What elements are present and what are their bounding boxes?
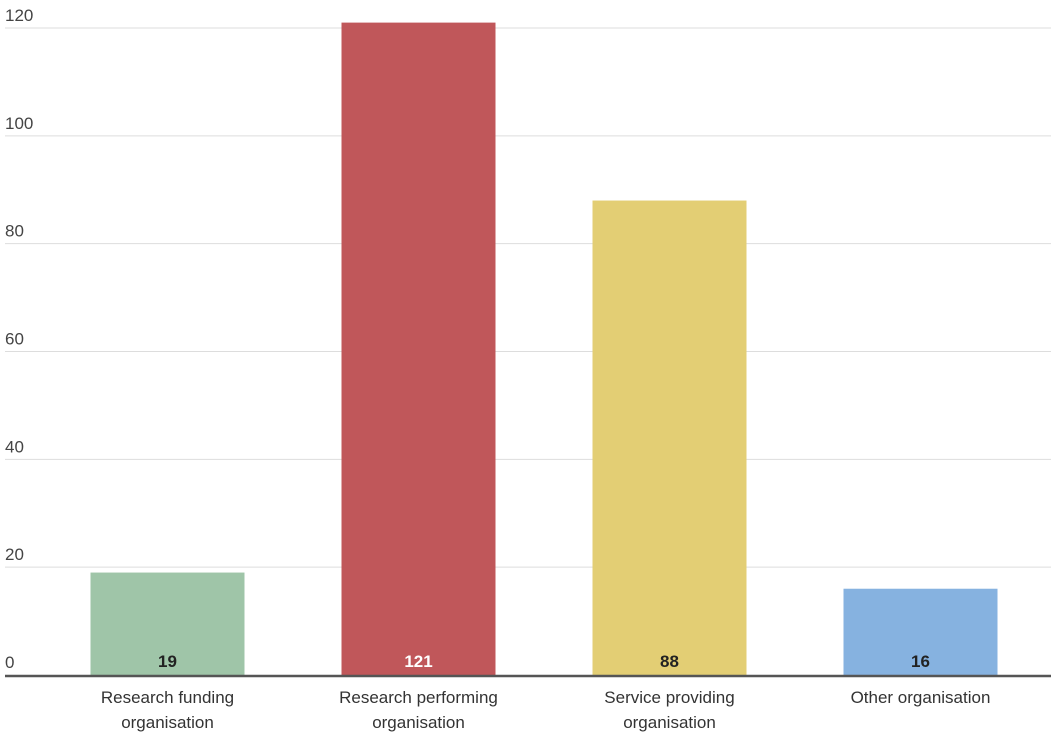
- data-label: 88: [660, 652, 679, 671]
- x-tick-label: Service providing: [604, 688, 734, 707]
- x-tick-label: organisation: [623, 713, 716, 732]
- bar: [90, 572, 245, 675]
- y-tick-label: 20: [5, 545, 24, 564]
- x-tick-label: Other organisation: [851, 688, 991, 707]
- data-label: 16: [911, 652, 930, 671]
- data-label: 19: [158, 652, 177, 671]
- y-tick-label: 40: [5, 437, 24, 456]
- x-tick-label: Research performing: [339, 688, 498, 707]
- y-tick-label: 80: [5, 222, 24, 241]
- x-tick-label: organisation: [372, 713, 465, 732]
- y-tick-label: 60: [5, 330, 24, 349]
- data-label: 121: [404, 652, 432, 671]
- y-tick-label: 120: [5, 6, 33, 25]
- y-tick-label: 100: [5, 114, 33, 133]
- x-tick-label: organisation: [121, 713, 214, 732]
- bar: [592, 200, 747, 676]
- bar: [843, 588, 998, 675]
- x-tick-label: Research funding: [101, 688, 234, 707]
- y-tick-label: 0: [5, 653, 14, 672]
- bar: [341, 22, 496, 675]
